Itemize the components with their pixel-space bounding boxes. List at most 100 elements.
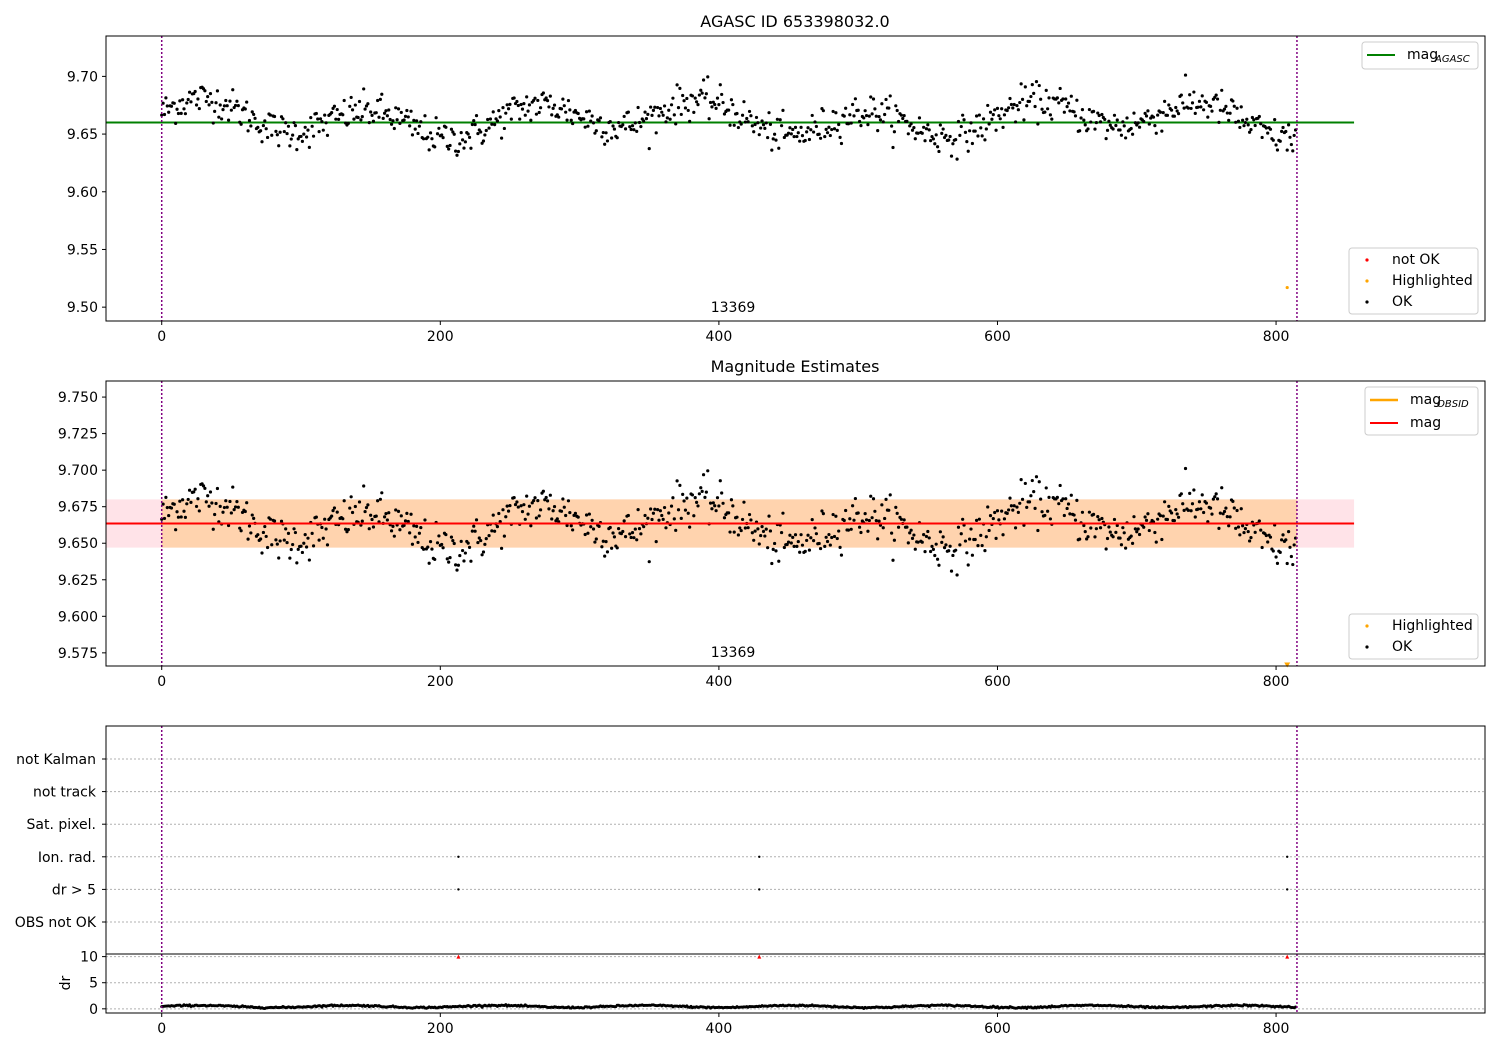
ok-point [940,131,944,135]
ok-point [1172,114,1176,118]
ok-point [165,104,169,108]
ok-point [651,108,656,112]
ok-point [927,536,931,540]
ok-point [363,107,367,111]
ok-point [226,523,231,528]
ok-point [1271,138,1275,142]
ok-point [766,546,770,550]
ok-point [486,117,490,122]
ok-point [704,490,708,494]
ok-point [1104,547,1108,551]
ok-point [863,109,867,113]
ok-point [466,541,470,545]
ok-point [924,127,929,131]
ok-point [601,539,605,543]
ok-point [849,121,853,125]
ok-point [256,533,260,537]
dr-axis-label: dr [58,975,74,990]
ok-point [433,557,437,562]
ok-point [664,526,668,530]
ok-point [983,548,987,553]
ok-point [1086,535,1090,539]
ok-point [428,131,433,135]
ok-point [1135,530,1139,534]
ok-point [793,533,798,537]
agasc-magnitude-panel: AGASC ID 653398032.0 0 200 400 600 800 9.50 9.… [67,12,1486,345]
ok-point [282,538,286,542]
ok-point [341,113,345,117]
ok-point [185,502,189,506]
ok-point [1167,103,1171,107]
ok-point [221,510,225,514]
ok-point [250,513,254,517]
ok-point [213,109,217,113]
ok-point [693,96,697,100]
ok-point [538,106,543,110]
ok-point [367,527,371,531]
ok-point [949,154,954,158]
ok-point [591,121,596,125]
ok-point [357,500,362,504]
ok-point [523,113,527,117]
ok-point [1058,86,1062,91]
ok-point [1100,516,1104,521]
ok-point [284,527,288,531]
ok-point [1236,119,1241,123]
ok-point [1061,497,1065,501]
ok-point [523,517,527,521]
ok-point [718,83,722,87]
ok-point [757,133,761,137]
ok-point [217,115,221,119]
ok-point [806,126,810,130]
ok-point [1000,509,1004,513]
ok-point [1153,124,1157,128]
ok-point [1114,123,1118,128]
ok-point [186,97,190,102]
ok-point [633,527,637,531]
ok-point [460,138,465,142]
panel1-legend-upper: mag AGASC [1361,41,1479,70]
panel2-ytick-label: 9.650 [58,536,98,552]
panel1-xtick-label: 400 [706,329,733,345]
ok-point [1291,149,1295,153]
ok-point [229,511,233,515]
ok-point [869,95,873,99]
ok-point [729,498,734,502]
ok-point [835,128,839,132]
ok-point [1137,125,1142,129]
ok-point [519,102,523,107]
ok-point [172,101,176,105]
magnitude-estimates-panel: Magnitude Estimates 0 200 400 600 800 9.575 9.… [58,357,1486,690]
ok-point [888,94,892,98]
panel1-xtick-label: 600 [984,329,1011,345]
ok-point [1043,110,1047,114]
ok-point [930,544,934,548]
ok-point [286,531,291,535]
ok-point [169,104,174,108]
ok-point [1018,501,1022,505]
ok-point [299,544,303,548]
ok-point [870,516,874,520]
ok-point [1176,515,1181,519]
ok-point [1029,494,1033,498]
ok-point [927,128,931,132]
ok-point [452,132,456,136]
ok-point [629,535,633,540]
ok-point [398,528,402,532]
ok-point [459,131,463,135]
ok-point [827,532,831,537]
ok-point [988,514,993,518]
ok-point [474,518,479,522]
ok-point [317,130,321,134]
flags-panel: not Kalman not track Sat. pixel. Ion. rad. d… [15,725,1486,955]
ok-point [594,129,598,133]
ok-point [499,546,504,550]
ok-point [484,537,488,541]
ok-point [1227,524,1231,528]
ok-point [562,104,566,108]
ok-point [933,553,937,558]
ok-point [616,120,621,125]
ok-point [731,504,735,508]
ok-point [667,108,671,112]
